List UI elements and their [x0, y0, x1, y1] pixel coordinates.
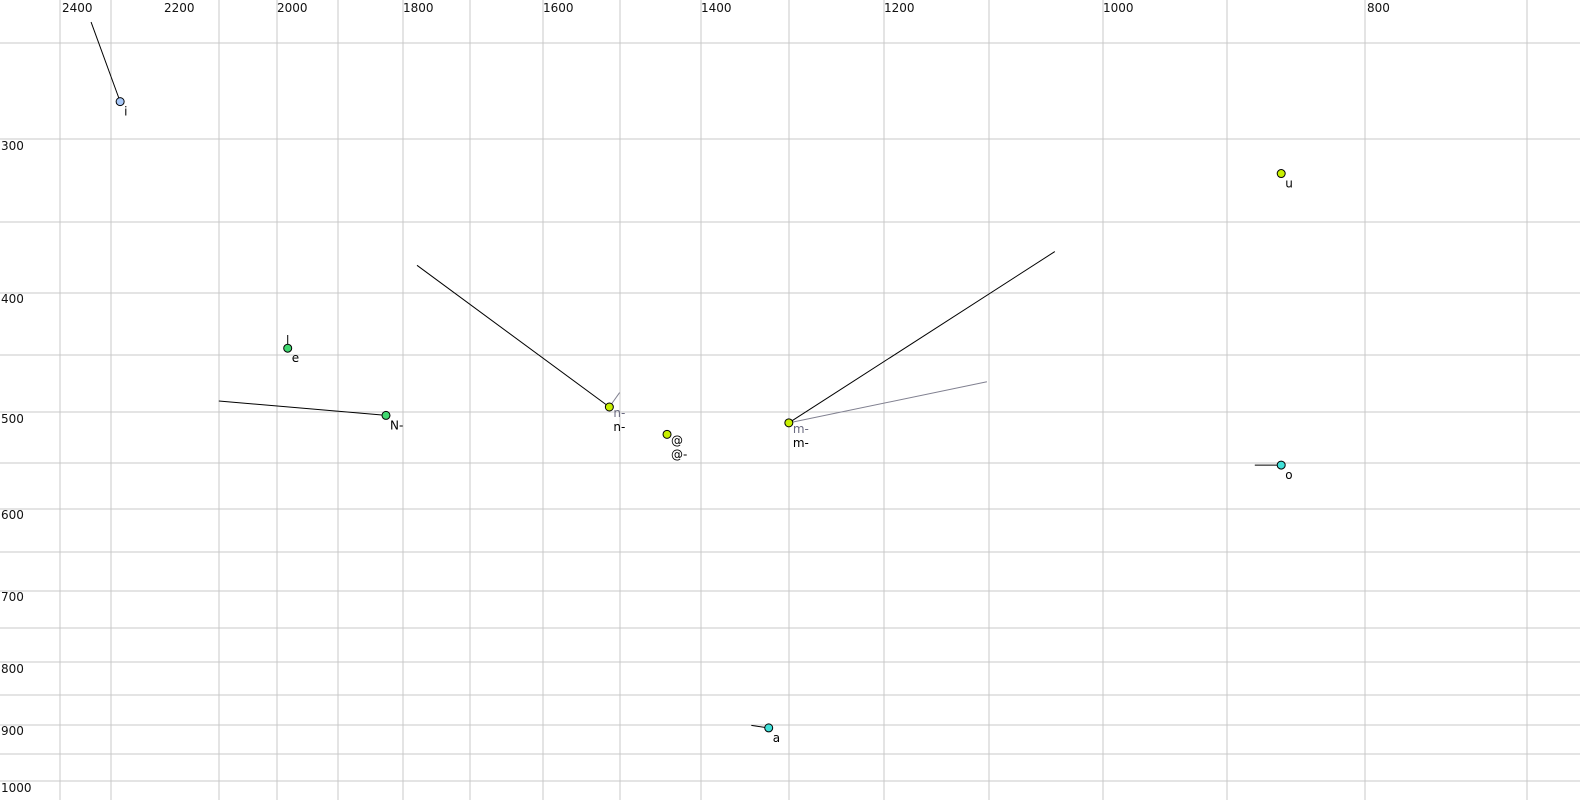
trajectories [90, 21, 1282, 729]
y-tick-label: 800 [1, 662, 24, 676]
vowel-point [1276, 169, 1286, 179]
vowel-label: i [124, 105, 127, 119]
y-tick-label: 500 [1, 412, 24, 426]
vowel-secondary-label: m- [793, 422, 809, 436]
vowel-secondary-label: n- [613, 406, 625, 420]
x-tick-label: 800 [1367, 1, 1390, 15]
x-axis-ticks: 2400 2200 2000 1800 1600 1400 1200 1000 800 [62, 1, 1390, 15]
x-tick-label: 1200 [884, 1, 915, 15]
vowel-label: a [773, 731, 780, 745]
vowel-point [662, 429, 672, 439]
trajectory-line [416, 264, 610, 408]
vowel-point [381, 410, 391, 420]
vowel-point [764, 723, 774, 733]
x-tick-label: 1400 [701, 1, 732, 15]
y-tick-label: 300 [1, 139, 24, 153]
trajectory-line [218, 400, 387, 416]
y-tick-label: 600 [1, 508, 24, 522]
trajectory-line [90, 21, 121, 102]
vowel-label: e [292, 351, 299, 365]
vowel-label: N- [390, 418, 403, 432]
vowel-label: n- [613, 420, 625, 434]
x-tick-label: 1600 [543, 1, 574, 15]
x-tick-label: 2000 [277, 1, 308, 15]
y-tick-label: 1000 [1, 781, 32, 795]
trajectory-line [788, 251, 1056, 424]
vowel-label: u [1285, 177, 1293, 191]
y-axis-ticks: 300 400 500 600 700 800 900 1000 [1, 139, 32, 795]
vowel-point [1276, 460, 1286, 470]
x-tick-label: 1000 [1103, 1, 1134, 15]
vowel-point [115, 97, 125, 107]
y-tick-label: 400 [1, 292, 24, 306]
y-tick-label: 900 [1, 724, 24, 738]
vowel-label: m- [793, 436, 809, 450]
x-tick-label: 2200 [164, 1, 195, 15]
x-tick-label: 1800 [403, 1, 434, 15]
vowel-point [604, 402, 614, 412]
vowel-secondary-label: @ [671, 433, 683, 447]
vowel-label: @- [671, 447, 687, 461]
x-tick-label: 2400 [62, 1, 93, 15]
y-tick-label: 700 [1, 590, 24, 604]
vowel-point [784, 418, 794, 428]
secondary-trajectory-line [788, 381, 988, 424]
points: i e N-n-n- @@- m-m-u o a [115, 97, 1293, 745]
vowel-label: o [1285, 468, 1292, 482]
vowel-point [283, 343, 293, 353]
